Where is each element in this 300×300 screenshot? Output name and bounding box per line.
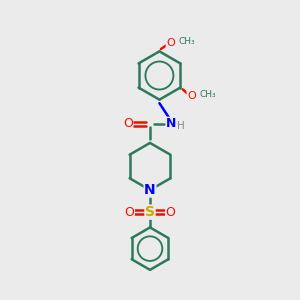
- Text: CH₃: CH₃: [179, 38, 196, 46]
- Text: O: O: [166, 206, 176, 219]
- Text: O: O: [124, 206, 134, 219]
- Text: S: S: [145, 205, 155, 219]
- Text: O: O: [187, 91, 196, 101]
- Text: O: O: [123, 117, 133, 130]
- Text: CH₃: CH₃: [200, 90, 216, 99]
- Text: N: N: [144, 183, 156, 197]
- Text: O: O: [166, 38, 175, 48]
- Text: N: N: [166, 117, 176, 130]
- Text: H: H: [177, 121, 185, 131]
